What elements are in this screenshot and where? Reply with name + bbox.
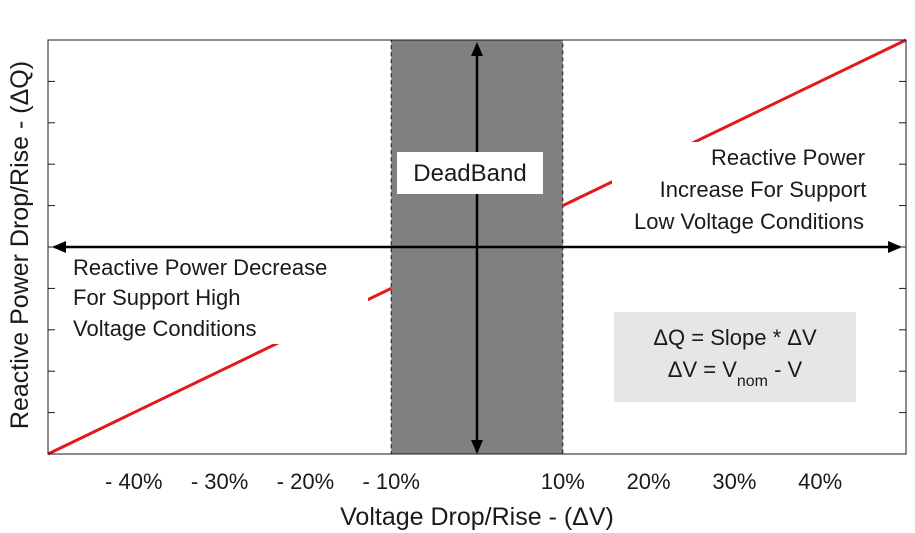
arrowhead-down xyxy=(471,440,483,454)
y-ticks xyxy=(48,80,906,414)
x-tick-label: 30% xyxy=(712,469,756,494)
x-tick-label: 20% xyxy=(627,469,671,494)
decrease-annotation-line: Reactive Power Decrease xyxy=(73,255,327,280)
y-axis-label: Reactive Power Drop/Rise - (ΔQ) xyxy=(6,61,34,429)
deadband-label-box xyxy=(397,152,543,194)
deadband-label: DeadBand xyxy=(413,160,526,187)
axis-arrows xyxy=(52,42,902,454)
decrease-annotation: Reactive Power Decrease For Support High… xyxy=(68,252,368,344)
x-tick-label: 40% xyxy=(798,469,842,494)
arrowhead-left xyxy=(52,241,66,253)
arrowhead-right xyxy=(888,241,902,253)
increase-annotation-line: Low Voltage Conditions xyxy=(634,209,864,234)
decrease-annotation-line: For Support High xyxy=(73,285,241,310)
x-tick-label: - 30% xyxy=(191,469,248,494)
x-tick-label: - 10% xyxy=(362,469,419,494)
decrease-annotation-line: Voltage Conditions xyxy=(73,316,256,341)
formula-box: ΔQ = Slope * ΔV ΔV = Vnom - V xyxy=(614,312,856,402)
x-tick-labels: - 40% - 30% - 20% - 10% 10% 20% 30% 40% xyxy=(105,469,842,494)
increase-annotation-line: Reactive Power xyxy=(711,145,865,170)
arrowhead-up xyxy=(471,42,483,56)
increase-annotation-line: Increase For Support xyxy=(660,177,867,202)
increase-annotation: Reactive Power Increase For Support Low … xyxy=(612,142,886,237)
formula-line-1: ΔQ = Slope * ΔV xyxy=(653,325,817,350)
formula-line-2: ΔV = Vnom - V xyxy=(668,357,803,390)
x-tick-label: - 20% xyxy=(277,469,334,494)
x-tick-label: 10% xyxy=(541,469,585,494)
x-tick-label: - 40% xyxy=(105,469,162,494)
x-axis-label: Voltage Drop/Rise - (ΔV) xyxy=(340,503,614,531)
